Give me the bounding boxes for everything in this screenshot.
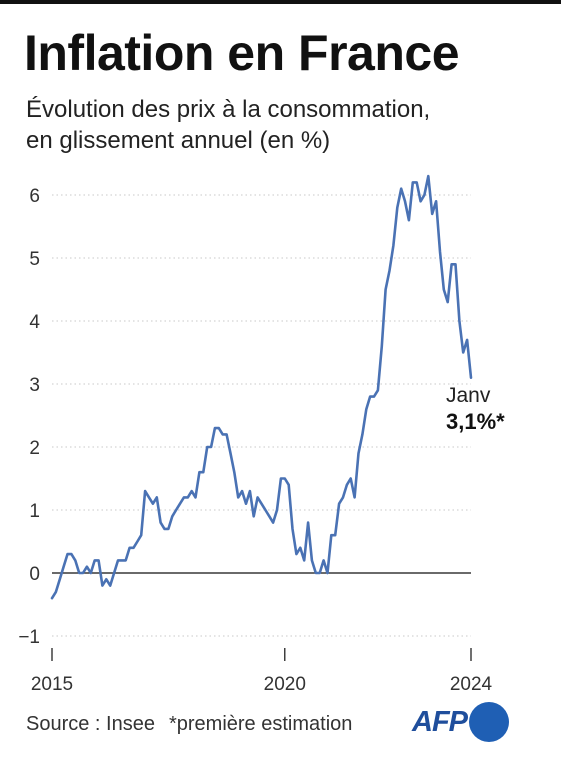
footer: Source : Insee *première estimation	[26, 713, 352, 736]
afp-logo-text: AFP	[412, 705, 468, 738]
y-tick-label: 6	[29, 186, 40, 207]
y-tick-label: 3	[29, 375, 40, 396]
chart-title: Inflation en France	[24, 25, 460, 81]
x-tick-label: 2024	[450, 674, 493, 695]
source-label: Source : Insee	[26, 713, 155, 735]
afp-logo-circle	[469, 702, 509, 742]
x-tick-label: 2020	[264, 674, 306, 695]
annotation-month: Janv	[446, 384, 491, 407]
y-tick-label: 5	[29, 249, 40, 270]
afp-logo: AFP	[412, 702, 509, 742]
subtitle-line-1: Évolution des prix à la consommation,	[26, 96, 431, 123]
inflation-line	[50, 174, 473, 600]
y-tick-label: 0	[29, 564, 40, 585]
y-tick-label: 1	[29, 501, 40, 522]
annotation-value: 3,1%*	[446, 409, 505, 434]
y-tick-label: −1	[18, 627, 40, 648]
chart-subtitle: Évolution des prix à la consommation, en…	[26, 94, 546, 156]
estimate-note: *première estimation	[168, 713, 353, 735]
subtitle-line-2: en glissement annuel (en %)	[26, 127, 331, 154]
y-tick-label: 4	[29, 312, 40, 333]
y-tick-label: 2	[29, 438, 40, 459]
top-rule	[0, 0, 561, 4]
x-tick-label: 2015	[31, 674, 73, 695]
